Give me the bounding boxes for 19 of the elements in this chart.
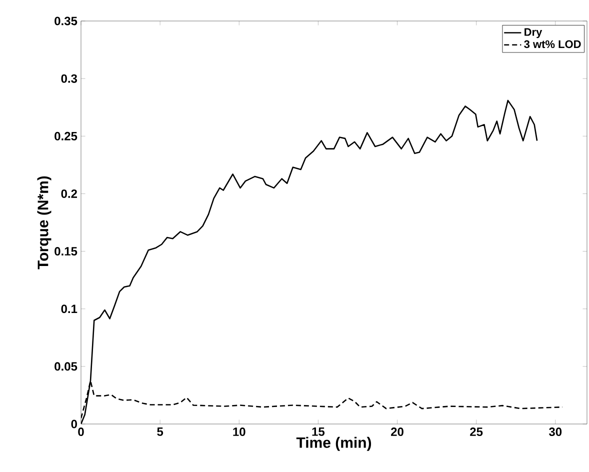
- y-tick-label: 0.2: [61, 189, 77, 198]
- legend-label: Dry: [524, 28, 542, 38]
- x-tick-label: 30: [548, 428, 562, 436]
- legend-label: 3 wt% LOD: [524, 40, 581, 48]
- y-tick-label: 0.15: [54, 247, 78, 256]
- y-axis-title: Torque (N*m): [37, 176, 52, 270]
- x-tick-label: 20: [391, 428, 404, 436]
- y-tick-label: 0.05: [54, 362, 78, 371]
- y-tick-label: 0.25: [54, 132, 78, 140]
- x-tick-label: 5: [157, 428, 164, 436]
- y-tick-label: 0.1: [61, 304, 78, 314]
- x-tick-label: 25: [470, 428, 483, 436]
- x-tick-label: 10: [233, 428, 246, 436]
- x-tick-label: 0: [78, 428, 84, 436]
- y-tick-label: 0.35: [54, 16, 78, 26]
- y-tick-label: 0: [71, 420, 77, 428]
- x-tick-label: 15: [312, 428, 325, 436]
- y-tick-label: 0.3: [61, 74, 78, 83]
- x-axis-title: Time (min): [296, 436, 372, 451]
